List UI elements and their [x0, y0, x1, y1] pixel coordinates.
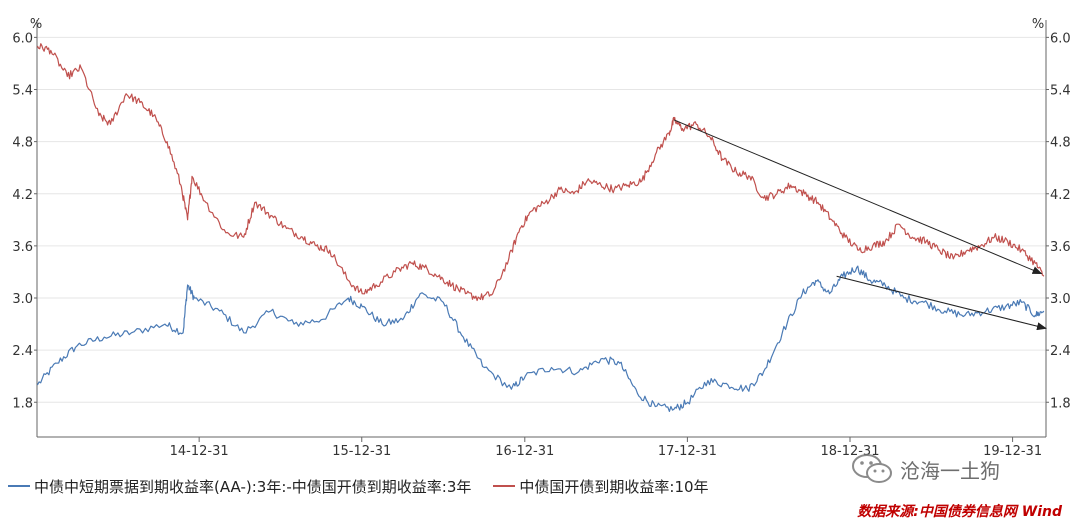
legend-swatch-cdb10y [493, 485, 516, 487]
y-tick-label-right: 4.8 [1050, 136, 1071, 151]
trend-arrows [673, 119, 1047, 331]
y-tick-label-right: 3.6 [1050, 240, 1071, 255]
x-tick-label-0: 14-12-31 [170, 444, 229, 459]
y-unit-left: % [30, 17, 42, 32]
watermark: 沧海一土狗 [850, 452, 1000, 486]
series-line-1 [36, 43, 1045, 302]
x-tick-label-3: 17-12-31 [658, 444, 717, 459]
y-tick-label-right: 6.0 [1050, 31, 1071, 46]
legend: 中债中短期票据到期收益率(AA-):3年:-中债国开债到期收益率:3年 中债国开… [8, 474, 731, 498]
y-tick-label-right: 5.4 [1050, 84, 1071, 99]
legend-item-spread: 中债中短期票据到期收益率(AA-):3年:-中债国开债到期收益率:3年 [8, 476, 471, 497]
y-tick-label-left: 3.6 [12, 240, 33, 255]
y-tick-label-left: 3.0 [12, 292, 33, 307]
legend-swatch-spread [8, 485, 30, 487]
trend-arrow-1 [836, 275, 1047, 331]
axes: 6.0 6.0 5.4 5.4 4.8 4.8 4.2 4.2 3.6 3.6 3.0 3.0 2.4 2… [12, 20, 1071, 459]
legend-label-spread: 中债中短期票据到期收益率(AA-):3年:-中债国开债到期收益率:3年 [34, 477, 472, 496]
yield-chart: 6.0 6.0 5.4 5.4 4.8 4.8 4.2 4.2 3.6 3.6 3.0 3.0 2.4 2… [12, 17, 1071, 459]
series-group [36, 43, 1045, 412]
legend-item-cdb10y: 中债国开债到期收益率:10年 [493, 476, 709, 497]
y-unit-right: % [1032, 17, 1044, 32]
x-tick-label-5: 19-12-31 [983, 444, 1042, 459]
y-tick-label-right: 1.8 [1050, 396, 1071, 411]
y-tick-label-left: 4.2 [12, 188, 33, 203]
x-tick-label-2: 16-12-31 [495, 444, 554, 459]
y-tick-label-left: 6.0 [12, 31, 33, 46]
data-source: 数据来源:中国债券信息网 Wind [857, 504, 1062, 520]
y-tick-label-left: 5.4 [12, 84, 33, 99]
y-tick-label-left: 2.4 [12, 344, 33, 359]
y-tick-label-left: 1.8 [12, 396, 33, 411]
wechat-icon [852, 454, 892, 483]
series-line-0 [36, 265, 1045, 412]
y-tick-label-right: 4.2 [1050, 188, 1071, 203]
y-tick-label-right: 2.4 [1050, 344, 1071, 359]
y-tick-label-left: 4.8 [12, 136, 33, 151]
watermark-text: 沧海一土狗 [900, 458, 1000, 483]
legend-label-cdb10y: 中债国开债到期收益率:10年 [519, 477, 709, 496]
y-tick-label-right: 3.0 [1050, 292, 1071, 307]
trend-arrow-0 [673, 119, 1043, 275]
grid [37, 36, 1046, 403]
x-tick-label-1: 15-12-31 [332, 444, 391, 459]
